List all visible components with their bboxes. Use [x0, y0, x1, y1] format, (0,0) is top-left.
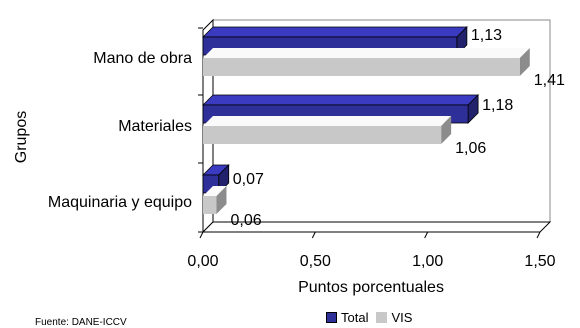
legend-label-total: Total [341, 310, 369, 325]
data-label-total-maquinaria-y-equipo: 0,07 [233, 171, 264, 188]
bar-top-vis-materiales [203, 116, 452, 126]
x-axis-title: Puntos porcentuales [298, 279, 444, 296]
category-labels: Mano de obra Materiales Maquinaria y equip… [48, 50, 192, 211]
bar-side-vis-materiales [441, 116, 452, 144]
x-tick-label-2: 1,00 [412, 253, 443, 270]
x-tick-label-1: 0,50 [300, 253, 331, 270]
legend-swatch-vis [376, 312, 388, 323]
data-label-vis-mano-de-obra: 1,41 [534, 72, 565, 89]
x-tick-mark-1 [311, 231, 316, 239]
legend-swatch-total [326, 312, 337, 323]
legend-label-vis: VIS [391, 310, 413, 325]
y-axis-title: Grupos [13, 111, 30, 163]
x-tick-mark-3 [536, 231, 541, 239]
x-tick-label-0: 0,00 [187, 253, 218, 270]
category-label-materiales: Materiales [118, 118, 192, 135]
source-note: Fuente: DANE-ICCV [35, 317, 127, 328]
category-label-maquinaria-y-equipo: Maquinaria y equipo [48, 194, 192, 211]
bar-top-total-mano-de-obra [202, 26, 468, 38]
bars-group [202, 26, 530, 214]
bar-vis-materiales [203, 126, 442, 144]
bar-top-vis-mano-de-obra [203, 48, 530, 58]
bar-vis-maquinaria-y-equipo [203, 196, 217, 214]
x-tick-label-3: 1,50 [524, 253, 555, 270]
bar-vis-mano-de-obra [203, 58, 520, 76]
bar-top-vis-maquinaria-y-equipo [203, 186, 227, 196]
x-axis-ticks: 0,00 0,50 1,00 1,50 [187, 231, 556, 270]
bar-top-total-materiales [202, 94, 480, 106]
category-label-mano-de-obra: Mano de obra [93, 50, 192, 67]
data-label-vis-maquinaria-y-equipo: 0,06 [230, 212, 261, 229]
data-label-total-mano-de-obra: 1,13 [471, 27, 502, 44]
data-labels: 1,13 1,41 1,18 1,06 0,07 0,06 [230, 27, 565, 229]
data-label-vis-materiales: 1,06 [455, 140, 486, 157]
bar-side-vis-mano-de-obra [519, 48, 530, 76]
x-tick-mark-0 [199, 231, 204, 239]
bar-side-vis-maquinaria-y-equipo [216, 186, 227, 214]
x-tick-mark-2 [424, 231, 429, 239]
data-label-total-materiales: 1,18 [482, 97, 513, 114]
legend: Total VIS [326, 310, 412, 325]
